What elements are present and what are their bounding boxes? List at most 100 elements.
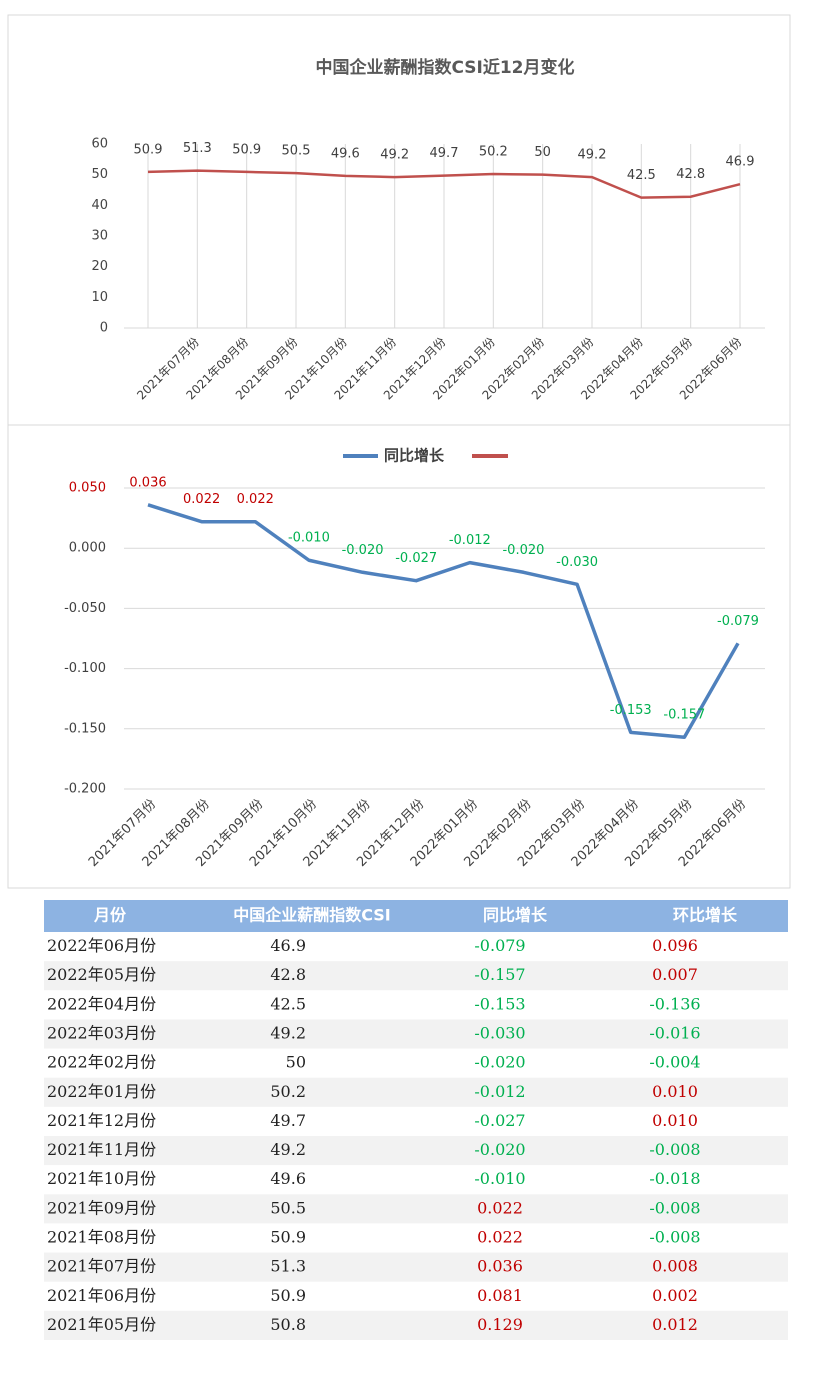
table-cell: 42.8 bbox=[270, 965, 306, 984]
data-label: 49.2 bbox=[380, 148, 409, 163]
table-cell: 2021年09月份 bbox=[47, 1198, 156, 1217]
table-cell: 0.022 bbox=[477, 1227, 523, 1246]
data-label: -0.010 bbox=[288, 531, 330, 546]
table-cell: -0.136 bbox=[649, 994, 700, 1013]
table-cell: 0.007 bbox=[652, 965, 698, 984]
table-cell: 50.8 bbox=[270, 1315, 306, 1334]
table-cell: -0.079 bbox=[474, 936, 525, 955]
line bbox=[147, 169, 741, 199]
chart-title: 中国企业薪酬指数CSI近12月变化 bbox=[315, 57, 574, 78]
table-cell: 2022年01月份 bbox=[47, 1082, 156, 1101]
table-cell: 50.5 bbox=[270, 1198, 306, 1217]
table-cell: 0.008 bbox=[652, 1257, 698, 1276]
table-cell: -0.010 bbox=[474, 1169, 525, 1188]
data-label: -0.157 bbox=[663, 708, 705, 723]
data-label: -0.153 bbox=[610, 703, 652, 718]
table-row bbox=[44, 1252, 788, 1282]
table-cell: 49.6 bbox=[270, 1169, 306, 1188]
data-label: -0.020 bbox=[502, 543, 544, 558]
table-cell: 0.010 bbox=[652, 1111, 698, 1130]
data-label: -0.020 bbox=[342, 543, 384, 558]
table-cell: 46.9 bbox=[270, 936, 306, 955]
legend-label: 同比增长 bbox=[384, 447, 445, 465]
y-tick-label: 50 bbox=[91, 167, 108, 182]
table-cell: 49.7 bbox=[270, 1111, 306, 1130]
table-row bbox=[44, 1310, 788, 1340]
data-label: 49.7 bbox=[430, 146, 459, 161]
table-cell: -0.008 bbox=[649, 1198, 700, 1217]
y-tick-label: -0.200 bbox=[64, 782, 106, 797]
y-tick-label: 30 bbox=[91, 229, 108, 244]
line bbox=[147, 503, 740, 739]
chart-frame bbox=[7, 14, 791, 426]
y-tick-label: 60 bbox=[91, 137, 108, 152]
table-cell: 0.036 bbox=[477, 1257, 523, 1276]
data-label: 50 bbox=[534, 145, 551, 160]
table-cell: 2021年12月份 bbox=[47, 1111, 156, 1130]
data-label: 50.5 bbox=[282, 144, 311, 159]
table-cell: 50 bbox=[286, 1053, 306, 1072]
table-cell: 0.081 bbox=[477, 1286, 523, 1305]
table-cell: -0.027 bbox=[474, 1111, 525, 1130]
y-tick-label: -0.050 bbox=[64, 601, 106, 616]
table-cell: 0.002 bbox=[652, 1286, 698, 1305]
table-cell: -0.020 bbox=[474, 1140, 525, 1159]
table-cell: -0.008 bbox=[649, 1140, 700, 1159]
y-tick-label: 10 bbox=[91, 290, 108, 305]
table-cell: -0.016 bbox=[649, 1023, 700, 1042]
header-cell: 同比增长 bbox=[483, 906, 548, 925]
data-label: 0.036 bbox=[129, 475, 166, 490]
table-cell: -0.030 bbox=[474, 1023, 525, 1042]
header-cell: 月份 bbox=[93, 906, 127, 925]
table-cell: 0.010 bbox=[652, 1082, 698, 1101]
data-label: 50.9 bbox=[134, 142, 163, 157]
y-tick-label: 20 bbox=[91, 259, 108, 274]
data-label: -0.012 bbox=[449, 533, 491, 548]
table-row bbox=[44, 1135, 788, 1166]
table-cell: -0.008 bbox=[649, 1227, 700, 1246]
y-tick-label: 0 bbox=[100, 321, 108, 336]
table-cell: -0.004 bbox=[649, 1053, 700, 1072]
table-row bbox=[44, 1194, 788, 1224]
table-row bbox=[44, 1019, 788, 1049]
y-tick-label: -0.100 bbox=[64, 661, 106, 676]
data-label: -0.027 bbox=[395, 551, 437, 566]
header-cell: 中国企业薪酬指数CSI bbox=[233, 906, 391, 925]
table-cell: 42.5 bbox=[270, 994, 306, 1013]
table-cell: 49.2 bbox=[270, 1023, 306, 1042]
data-label: -0.079 bbox=[717, 614, 759, 629]
table-row bbox=[44, 1077, 788, 1107]
table-cell: 2021年07月份 bbox=[47, 1257, 156, 1276]
table-cell: -0.020 bbox=[474, 1053, 525, 1072]
table-cell: 50.2 bbox=[270, 1082, 306, 1101]
data-label: -0.030 bbox=[556, 555, 598, 570]
table-cell: 2021年06月份 bbox=[47, 1286, 156, 1305]
header-cell: 环比增长 bbox=[673, 906, 738, 925]
table-cell: -0.153 bbox=[474, 994, 525, 1013]
table-cell: -0.018 bbox=[649, 1169, 700, 1188]
table-cell: 2022年02月份 bbox=[47, 1053, 156, 1072]
chart-frame bbox=[7, 424, 791, 889]
data-label: 46.9 bbox=[726, 155, 755, 170]
table-row bbox=[44, 961, 788, 991]
table-cell: 0.012 bbox=[652, 1315, 698, 1334]
table-cell: -0.157 bbox=[474, 965, 525, 984]
data-label: 0.022 bbox=[237, 492, 274, 507]
data-label: 49.6 bbox=[331, 146, 360, 161]
table-cell: 2022年04月份 bbox=[47, 994, 156, 1013]
data-label: 51.3 bbox=[183, 141, 212, 156]
y-tick-label: 40 bbox=[91, 198, 108, 213]
data-label: 50.9 bbox=[232, 142, 261, 157]
table-cell: 51.3 bbox=[270, 1257, 306, 1276]
data-label: 0.022 bbox=[183, 492, 220, 507]
table-cell: -0.012 bbox=[474, 1082, 525, 1101]
data-label: 42.8 bbox=[676, 167, 705, 182]
table-cell: 2021年08月份 bbox=[47, 1227, 156, 1246]
table-header bbox=[44, 900, 788, 932]
y-tick-label: 0.000 bbox=[69, 541, 106, 556]
y-tick-label: 0.050 bbox=[69, 481, 106, 496]
table-cell: 2022年06月份 bbox=[47, 936, 156, 955]
y-tick-label: -0.150 bbox=[64, 721, 106, 736]
